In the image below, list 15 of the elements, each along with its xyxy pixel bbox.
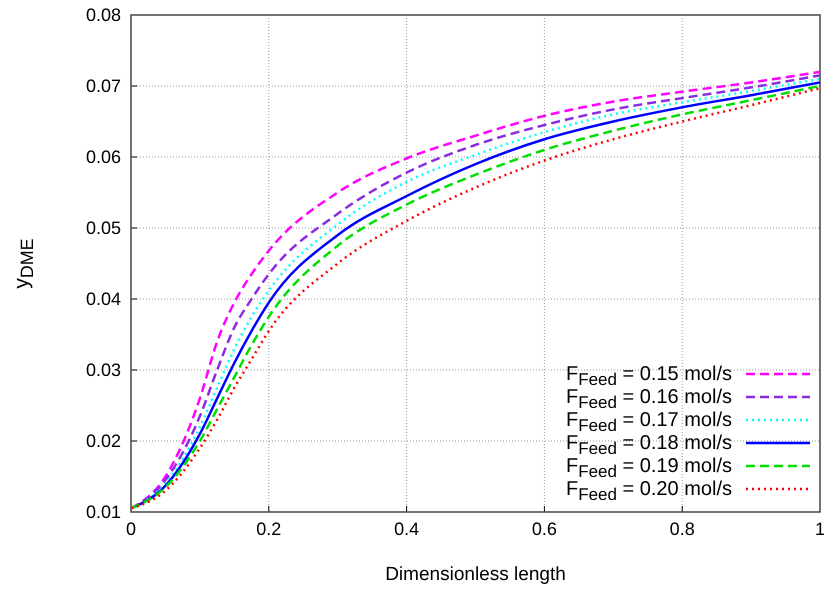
y-tick-label: 0.05 xyxy=(86,218,121,238)
y-tick-label: 0.01 xyxy=(86,502,121,522)
y-tick-label: 0.02 xyxy=(86,430,121,451)
x-tick-label: 1 xyxy=(814,518,824,539)
y-tick-label: 0.04 xyxy=(86,288,121,309)
y-tick-label: 0.06 xyxy=(86,146,121,167)
x-tick-label: 0.8 xyxy=(670,518,695,539)
x-axis-title: Dimensionless length xyxy=(385,564,566,585)
y-tick-label: 0.08 xyxy=(86,4,121,25)
x-tick-label: 0.6 xyxy=(532,518,557,539)
y-tick-label: 0.07 xyxy=(86,76,121,96)
y-tick-label: 0.03 xyxy=(86,360,121,380)
x-tick-label: 0 xyxy=(126,518,136,539)
x-tick-label: 0.2 xyxy=(256,518,282,539)
x-tick-label: 0.4 xyxy=(394,518,420,539)
